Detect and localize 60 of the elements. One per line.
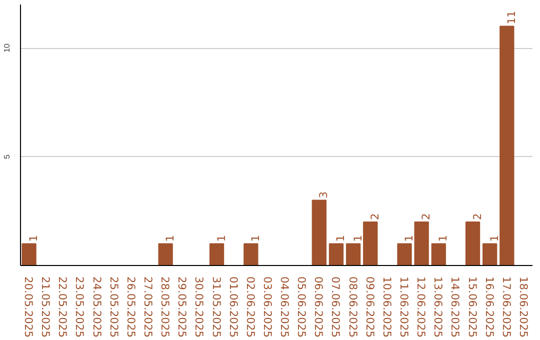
bar [22,243,36,266]
x-tick-label: 04.06.2025 [278,276,292,338]
data-label: 2 [420,213,433,220]
bar [363,222,378,266]
x-tick-label: 02.06.2025 [244,276,257,338]
x-tick-label: 07.06.2025 [329,276,342,338]
x-tick-label: 21.05.2025 [39,276,52,338]
x-tick-label: 16.06.2025 [482,276,496,338]
x-tick-label: 14.06.2025 [448,276,462,338]
x-tick-label: 13.06.2025 [432,276,445,338]
bar [431,243,446,266]
bar [328,243,344,266]
bar [312,200,326,266]
x-tick-label: 08.06.2025 [346,276,360,338]
data-label: 1 [488,234,501,242]
bar [500,26,514,266]
bar [346,243,361,266]
x-tick-label: 10.06.2025 [380,276,394,338]
bar [397,243,412,266]
x-tick-label: 09.06.2025 [363,276,376,338]
data-label: 1 [164,234,177,242]
data-label: 1 [27,234,40,242]
x-tick-label: 23.05.2025 [73,276,86,338]
x-tick-label: 25.05.2025 [107,276,120,338]
x-tick-label: 20.05.2025 [22,276,36,338]
data-label: 1 [436,234,450,242]
data-label: 1 [248,234,262,242]
data-label: 1 [351,234,364,242]
bar [244,243,258,266]
data-label: 11 [504,10,518,24]
x-tick-label: 30.05.2025 [192,276,206,338]
x-tick-label: 03.06.2025 [260,276,274,338]
x-tick-label: 15.06.2025 [466,276,479,338]
bar [465,222,480,266]
x-tick-label: 31.05.2025 [210,276,223,338]
x-tick-label: 11.06.2025 [398,276,410,338]
y-tick-label: 5 [2,154,12,159]
x-tick-label: 06.06.2025 [312,276,326,338]
bar [209,243,224,266]
y-tick-label: 10 [2,43,12,52]
data-label: 3 [317,191,330,198]
x-tick-label: 26.05.2025 [124,276,138,338]
x-tick-label: 01.06.2025 [226,276,240,338]
bar [158,243,173,266]
data-label: 1 [214,234,228,242]
data-label: 1 [334,234,348,242]
data-label: 2 [470,213,484,220]
x-tick-label: 18.06.2025 [516,276,530,338]
x-tick-label: 12.06.2025 [414,276,428,338]
x-tick-label: 28.05.2025 [158,276,172,338]
data-label: 1 [402,234,416,242]
data-label: 2 [368,213,382,220]
bar [482,243,498,266]
x-tick-label: 29.05.2025 [176,276,189,338]
x-tick-label: 27.05.2025 [142,276,154,338]
bar [414,222,429,266]
x-tick-label: 24.05.2025 [90,276,104,338]
x-tick-label: 22.05.2025 [56,276,70,338]
x-tick-label: 05.06.2025 [295,276,308,338]
x-tick-label: 17.06.2025 [500,276,513,338]
